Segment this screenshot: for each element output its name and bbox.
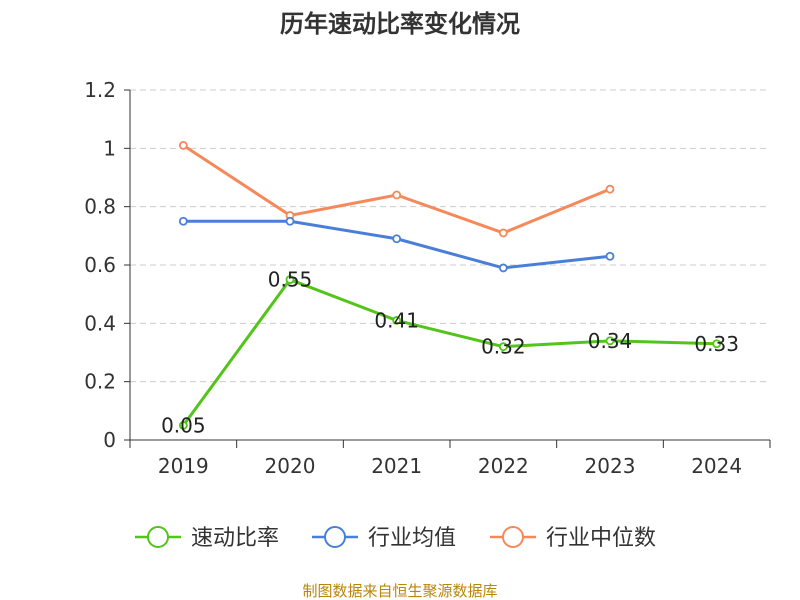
legend-item[interactable]: 速动比率 xyxy=(135,526,279,551)
data-point xyxy=(498,263,508,273)
legend-item[interactable]: 行业均值 xyxy=(312,526,456,551)
legend-marker xyxy=(147,526,169,548)
legend-marker xyxy=(324,526,346,548)
legend-item[interactable]: 行业中位数 xyxy=(490,526,656,551)
data-label: 0.34 xyxy=(588,329,633,353)
legend-label: 速动比率 xyxy=(191,526,279,551)
data-point xyxy=(605,184,615,194)
legend-label: 行业中位数 xyxy=(546,526,656,551)
data-point xyxy=(392,190,402,200)
data-label: 0.55 xyxy=(268,268,313,292)
data-label: 0.32 xyxy=(481,335,526,359)
data-labels: 0.05 0.55 0.41 0.32 0.34 0.33 xyxy=(161,268,739,438)
data-point xyxy=(285,275,295,284)
x-tick-label: 2019 xyxy=(158,454,209,478)
data-label: 0.05 xyxy=(161,413,206,437)
x-tick-label: 2021 xyxy=(371,454,422,478)
y-tick-label: 0 xyxy=(103,428,116,452)
y-tick-label: 0.4 xyxy=(84,311,116,335)
series-lines xyxy=(178,141,722,430)
legend-marker xyxy=(502,526,524,548)
data-point xyxy=(605,251,615,261)
y-tick-label: 1.2 xyxy=(84,78,116,102)
data-label: 0.41 xyxy=(374,308,419,332)
legend-label: 行业均值 xyxy=(368,526,456,551)
data-point xyxy=(498,342,508,352)
data-point xyxy=(498,228,508,238)
chart-title: 历年速动比率变化情况 xyxy=(280,10,520,38)
grid-lines xyxy=(130,89,770,383)
data-point xyxy=(605,336,615,346)
x-tick-label: 2023 xyxy=(585,454,636,478)
series-line xyxy=(182,278,717,427)
y-tick-label: 0.6 xyxy=(84,253,116,277)
y-tick-label: 1 xyxy=(103,136,116,160)
data-point xyxy=(285,216,295,226)
data-point xyxy=(178,421,188,430)
series-line xyxy=(183,219,611,270)
data-point xyxy=(392,234,402,244)
legend[interactable]: 速动比率 行业均值 行业中位数 xyxy=(135,526,656,551)
data-point xyxy=(178,216,188,226)
source-note: 制图数据来自恒生聚源数据库 xyxy=(302,582,497,600)
y-tick-label: 0.8 xyxy=(84,195,116,219)
axes: 0 0.2 0.4 0.6 0.8 1 1.2 2019 2020 2021 2022 2023 202… xyxy=(84,78,771,478)
x-tick-label: 2022 xyxy=(478,454,529,478)
x-tick-label: 2024 xyxy=(691,454,742,478)
data-point xyxy=(392,316,402,325)
x-tick-label: 2020 xyxy=(265,454,316,478)
data-point xyxy=(178,141,188,150)
y-tick-label: 0.2 xyxy=(84,370,116,394)
data-label: 0.33 xyxy=(694,332,739,356)
data-point xyxy=(712,339,722,349)
